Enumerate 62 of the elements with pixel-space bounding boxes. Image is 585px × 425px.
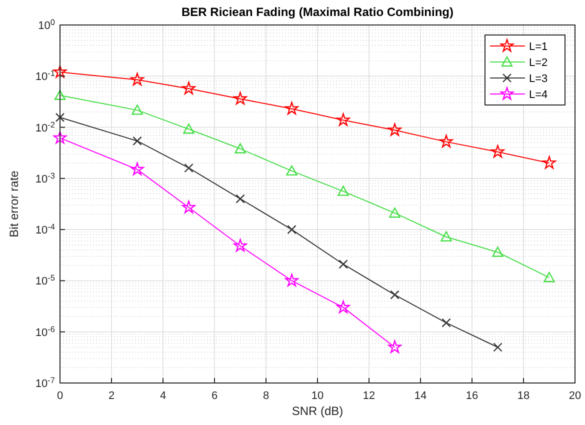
- point: [234, 143, 246, 154]
- x-tick-label: 18: [517, 390, 530, 402]
- x-tick-label: 12: [362, 390, 376, 402]
- x-tick-label: 10: [311, 390, 324, 402]
- point: [234, 238, 247, 252]
- x-axis-title: SNR (dB): [292, 404, 344, 418]
- x-tick-label: 8: [262, 390, 270, 402]
- point: [493, 342, 502, 352]
- point: [182, 82, 196, 94]
- point: [389, 207, 400, 218]
- point: [286, 165, 298, 176]
- point: [285, 102, 298, 115]
- x-tick-label: 14: [414, 390, 427, 402]
- point: [492, 246, 504, 257]
- point: [338, 260, 348, 269]
- x-tick-label: 20: [568, 390, 582, 402]
- y-axis-title: Bit error rate: [7, 170, 21, 238]
- point: [236, 194, 245, 204]
- point: [542, 156, 556, 169]
- point: [440, 231, 452, 242]
- x-tick-label: 2: [108, 390, 115, 402]
- point: [388, 123, 402, 136]
- point: [183, 124, 194, 134]
- y-tick-label: 10$^{-2}$: [35, 120, 56, 134]
- point: [336, 300, 350, 314]
- legend-label: L=4: [529, 89, 548, 101]
- x-tick-label: 4: [160, 390, 166, 402]
- x-tick-label: 16: [466, 390, 478, 402]
- point: [388, 340, 402, 353]
- legend-label: L=3: [529, 73, 548, 85]
- point: [53, 65, 67, 78]
- y-tick-label: 10$^{-1}$: [35, 68, 56, 84]
- y-tick-label: 10$^{0}$: [38, 18, 56, 32]
- point: [544, 272, 555, 282]
- point: [440, 134, 453, 148]
- y-tick-label: 10$^{-3}$: [35, 170, 56, 186]
- point: [390, 290, 400, 300]
- legend-label: L=2: [529, 57, 548, 69]
- y-tick-label: 10$^{-5}$: [35, 273, 56, 288]
- point: [53, 130, 67, 144]
- point: [130, 162, 144, 176]
- point: [182, 200, 196, 214]
- y-tick-label: 10$^{-6}$: [35, 324, 56, 339]
- point: [336, 113, 350, 126]
- point: [234, 92, 247, 105]
- y-tick-label: 10$^{-7}$: [35, 376, 56, 390]
- chart-title: BER Riciean Fading (Maximal Ratio Combining): [181, 5, 454, 19]
- point: [338, 186, 349, 196]
- point: [285, 274, 298, 286]
- y-tick-label: 10$^{-4}$: [35, 222, 56, 237]
- point: [491, 144, 504, 158]
- x-tick-label: 6: [211, 390, 218, 402]
- point: [442, 318, 451, 328]
- point: [287, 224, 296, 234]
- point: [132, 136, 142, 146]
- point: [130, 72, 144, 86]
- point: [55, 112, 65, 122]
- point: [132, 104, 143, 115]
- legend-label: L=1: [529, 41, 548, 53]
- point: [54, 90, 66, 100]
- x-tick-label: 0: [56, 390, 64, 402]
- point: [184, 163, 194, 173]
